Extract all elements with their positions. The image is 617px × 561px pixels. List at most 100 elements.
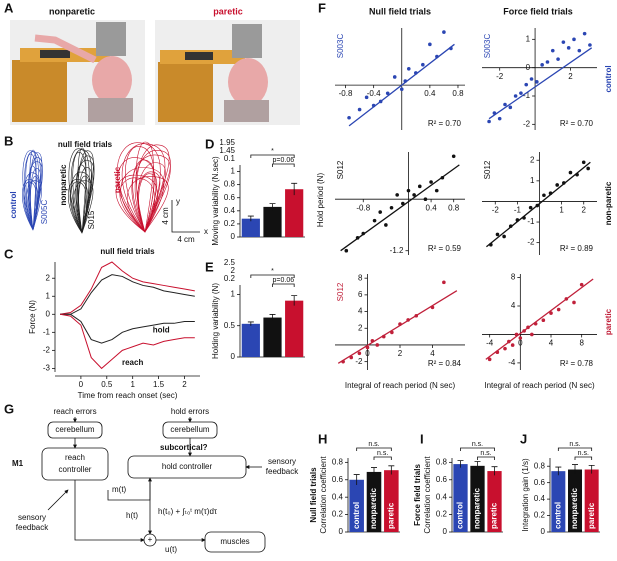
traces-label: S005C: [40, 200, 49, 225]
bracket: [250, 274, 295, 278]
x-tick-label: paretic: [386, 502, 395, 529]
point: [508, 224, 513, 228]
y-tick-label: 1.45: [219, 146, 235, 155]
y-tick-label: 8: [358, 273, 363, 282]
point: [357, 351, 362, 356]
y-tick-label: 4: [511, 301, 516, 310]
chart-title: Null field trials: [309, 467, 318, 523]
x-tick-label: 4: [430, 349, 435, 358]
point: [412, 193, 416, 197]
photo-label: nonparetic: [49, 6, 95, 16]
y-axis-title: Correlation coefficient: [319, 456, 328, 534]
error-bar: [269, 314, 276, 321]
point: [528, 205, 533, 210]
annotation: reach: [122, 358, 143, 367]
panel-title: Force field trials: [503, 6, 573, 16]
point: [361, 231, 366, 236]
point: [522, 329, 526, 333]
signal-label: h(t₀) + ∫ₜ₀ᵗ m(τ)dτ: [158, 507, 218, 516]
r2-label: R² = 0.59: [428, 244, 462, 253]
scale-bar: [171, 200, 200, 233]
trace: [70, 149, 92, 234]
error-bar: [474, 461, 481, 471]
y-tick-label: 2: [530, 155, 535, 164]
x-tick-label: -2: [496, 72, 504, 81]
point: [399, 87, 404, 91]
point: [364, 95, 369, 100]
x-tick-label: nonparetic: [369, 488, 378, 529]
point: [406, 318, 410, 322]
y-tick-label: 0.8: [436, 457, 448, 466]
signal-label: h(t): [126, 511, 138, 520]
point: [555, 183, 559, 187]
trace: [73, 180, 94, 234]
scale-label: 4 cm: [161, 207, 170, 225]
photo-left: [10, 20, 145, 125]
point: [518, 336, 523, 340]
bracket: [574, 456, 593, 460]
y-tick-label: 0.4: [534, 494, 546, 503]
x-tick-label: 2: [398, 349, 403, 358]
point: [524, 82, 529, 87]
point: [562, 181, 566, 185]
panel-label: H: [318, 431, 327, 446]
fit-line: [340, 164, 460, 252]
point: [535, 203, 540, 208]
annotation: hold: [153, 326, 170, 335]
bracket: [272, 163, 295, 167]
traces-label: control: [9, 191, 18, 218]
x-tick-label: 0: [79, 380, 84, 389]
bracket: [272, 283, 295, 287]
point: [389, 205, 394, 210]
node-label: reach: [65, 453, 85, 462]
y-tick-label: -2: [43, 345, 51, 354]
bar: [366, 471, 382, 532]
x-tick-label: -4: [486, 339, 494, 348]
y-tick-label: 0.2: [224, 274, 236, 283]
traces-label: nonparetic: [59, 164, 68, 205]
traces-title: null field trials: [58, 140, 113, 149]
bracket: [477, 456, 495, 460]
panel-label: C: [4, 246, 14, 261]
point: [423, 197, 428, 202]
node-label: muscles: [220, 537, 249, 546]
point: [533, 321, 538, 326]
y-tick-label: 0.2: [224, 219, 236, 228]
error-bar: [491, 466, 498, 476]
trace: [27, 161, 43, 231]
y-tick-label: 0.8: [332, 457, 344, 466]
y-tick-label: 1: [526, 34, 531, 43]
fit-line: [488, 47, 593, 120]
trace: [125, 146, 155, 233]
y-tick-label: 0: [339, 527, 344, 536]
group-label: control: [604, 65, 613, 92]
error-bar: [572, 464, 578, 475]
trace: [28, 165, 37, 231]
point: [568, 170, 573, 175]
point: [519, 91, 523, 95]
point: [378, 99, 383, 104]
trace: [68, 148, 90, 234]
y-tick-label: 4: [358, 307, 363, 316]
line: [60, 261, 195, 315]
point: [510, 343, 515, 347]
x-tick-label: 4: [549, 339, 554, 348]
point: [347, 115, 351, 120]
point: [370, 338, 375, 343]
node-label: sensory: [268, 457, 296, 466]
r2-label: R² = 0.78: [560, 359, 594, 368]
bar: [568, 469, 582, 532]
point: [513, 94, 518, 98]
annotation: n.s.: [368, 441, 379, 448]
y-tick-label: -3: [43, 364, 51, 373]
point: [344, 248, 349, 253]
point: [434, 188, 439, 193]
point: [495, 350, 500, 355]
node-label: hold errors: [171, 407, 209, 416]
point: [492, 111, 497, 115]
point: [540, 63, 544, 67]
point: [381, 334, 386, 339]
panel-title: Null field trials: [369, 6, 431, 16]
point: [372, 218, 377, 223]
point: [566, 46, 571, 50]
